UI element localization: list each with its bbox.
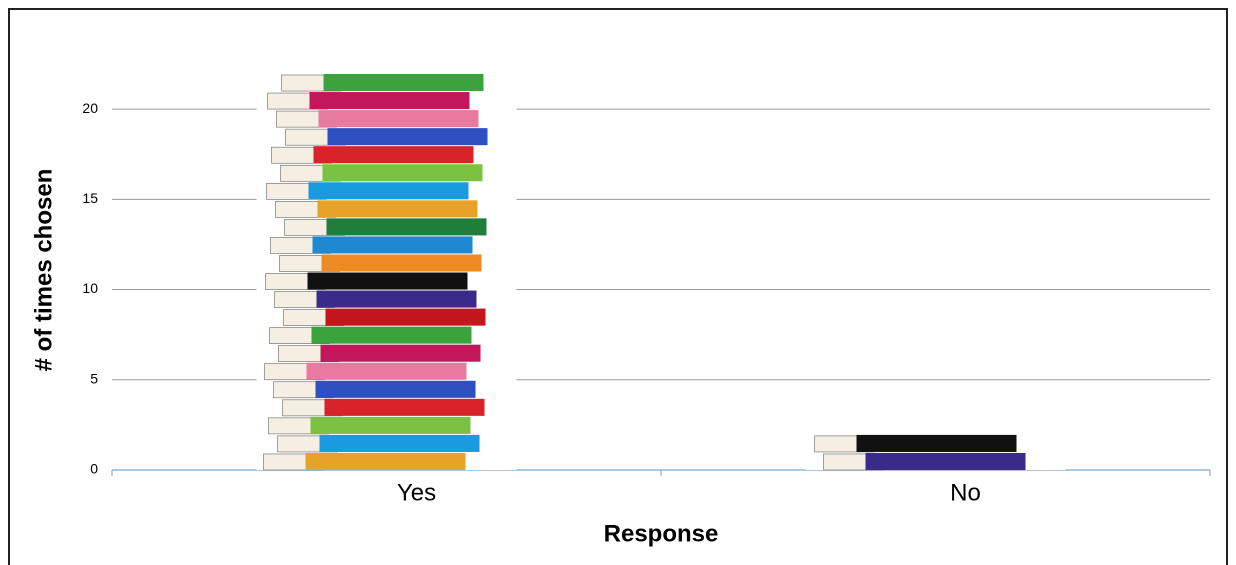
book-cover: [307, 272, 468, 290]
book-cover: [324, 398, 485, 416]
bar: [814, 434, 1026, 471]
y-tick-label: 5: [90, 370, 98, 386]
book-cover: [316, 290, 477, 308]
y-tick-label: 15: [82, 190, 98, 206]
book-cover: [309, 92, 470, 110]
book-cover: [315, 380, 476, 398]
book-cover: [317, 200, 478, 218]
book-cover: [326, 218, 487, 236]
book-cover: [311, 326, 472, 344]
bar: [263, 74, 488, 471]
book-cover: [327, 128, 488, 146]
book-cover: [318, 110, 479, 128]
frame: [8, 8, 1228, 565]
y-tick-label: 0: [90, 461, 98, 477]
book-cover: [865, 452, 1026, 470]
y-tick-label: 20: [82, 100, 98, 116]
book-cover: [321, 254, 482, 272]
book-cover: [322, 164, 483, 182]
book-cover: [325, 308, 486, 326]
book-cover: [320, 344, 481, 362]
book-cover: [310, 416, 471, 434]
book-cover: [312, 236, 473, 254]
book-cover: [319, 434, 480, 452]
book-cover: [856, 434, 1017, 452]
book-cover: [313, 146, 474, 164]
book-cover: [308, 182, 469, 200]
x-axis-title: Response: [604, 520, 719, 547]
y-axis-title: # of times chosen: [30, 169, 57, 372]
x-tick-label: Yes: [397, 479, 436, 506]
x-tick-label: No: [950, 479, 981, 506]
y-tick-label: 10: [82, 280, 98, 296]
book-cover: [305, 452, 466, 470]
book-cover: [323, 74, 484, 92]
book-cover: [306, 362, 467, 380]
